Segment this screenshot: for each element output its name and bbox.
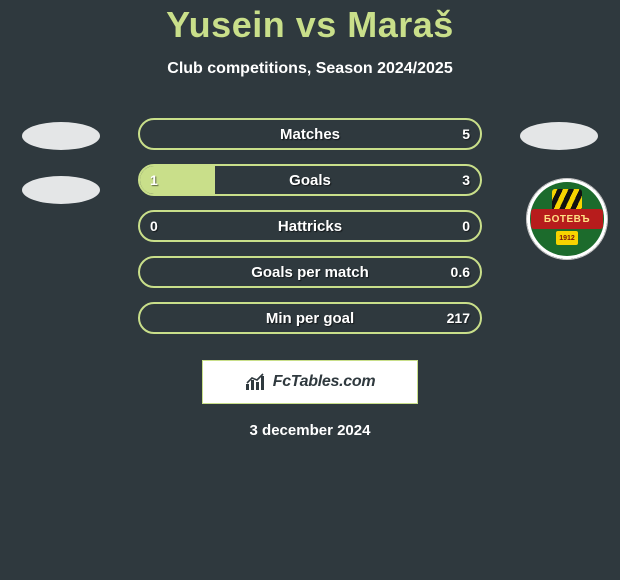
stat-row-min-per-goal: Min per goal 217 (138, 302, 482, 334)
stat-label: Matches (280, 126, 340, 143)
stat-row-goals: 1 Goals 3 (138, 164, 482, 196)
player-right-avatars (520, 122, 598, 176)
subtitle: Club competitions, Season 2024/2025 (0, 60, 620, 78)
stat-value-right: 5 (462, 126, 470, 142)
stat-value-right: 3 (462, 172, 470, 188)
stat-label: Goals (289, 172, 331, 189)
player-left-avatars (22, 122, 100, 230)
stat-value-right: 0.6 (451, 264, 470, 280)
stat-value-right: 0 (462, 218, 470, 234)
player-right-club-badge: БОТЕВЪ 1912 (526, 178, 608, 260)
brand-text: FcTables.com (273, 373, 376, 391)
stat-label: Hattricks (278, 218, 342, 235)
stat-value-left: 1 (150, 172, 158, 188)
brand-box[interactable]: FcTables.com (202, 360, 418, 404)
stat-value-left: 0 (150, 218, 158, 234)
badge-banner: БОТЕВЪ (531, 209, 603, 229)
brand-chart-icon (245, 372, 267, 392)
player-left-photo-placeholder (22, 122, 100, 150)
page-title: Yusein vs Maraš (0, 4, 620, 46)
stat-rows: Matches 5 1 Goals 3 0 Hattricks 0 Goals … (138, 118, 482, 334)
stat-value-right: 217 (447, 310, 470, 326)
stat-row-goals-per-match: Goals per match 0.6 (138, 256, 482, 288)
header: Yusein vs Maraš Club competitions, Seaso… (0, 0, 620, 78)
badge-year: 1912 (556, 231, 578, 245)
stat-label: Min per goal (266, 310, 354, 327)
date-label: 3 december 2024 (0, 422, 620, 439)
player-left-club-placeholder (22, 176, 100, 204)
player-right-photo-placeholder (520, 122, 598, 150)
stat-row-hattricks: 0 Hattricks 0 (138, 210, 482, 242)
stat-row-matches: Matches 5 (138, 118, 482, 150)
stat-label: Goals per match (251, 264, 369, 281)
